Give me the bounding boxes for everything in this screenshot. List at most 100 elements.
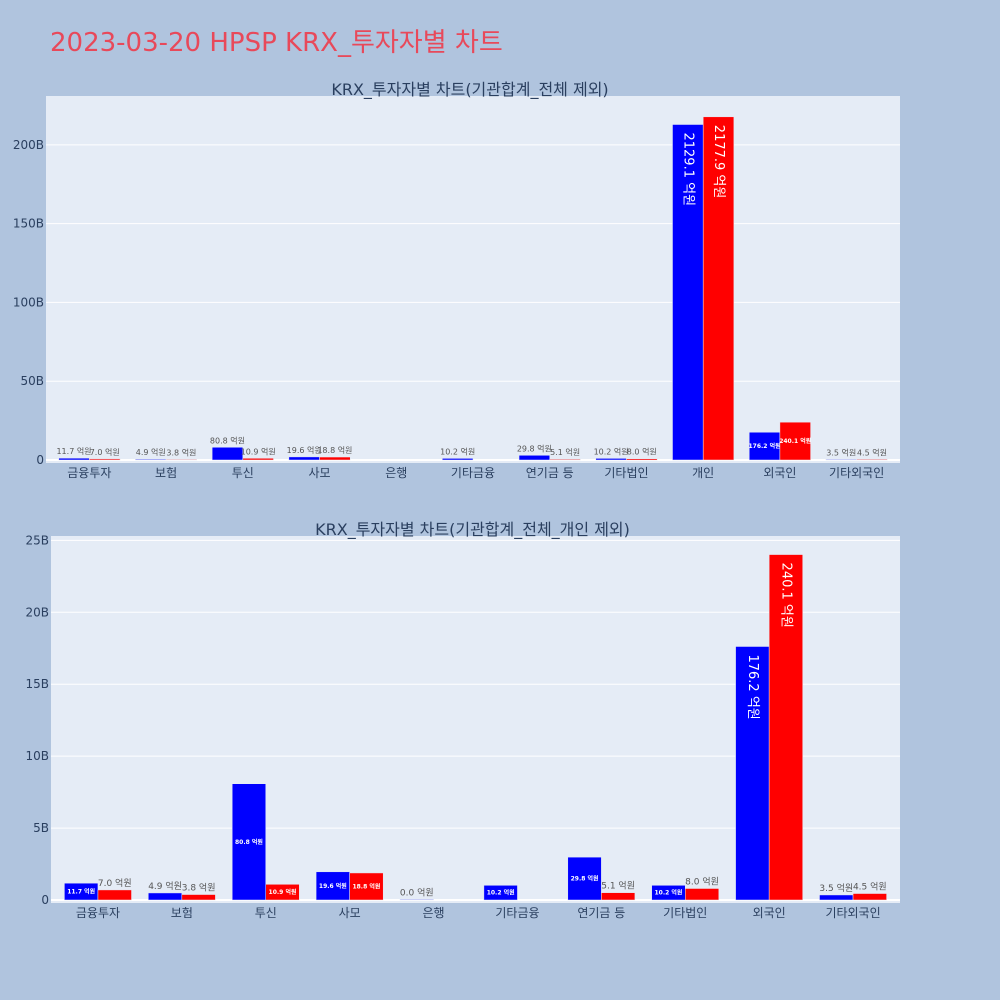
bar-red [779, 421, 811, 461]
bar-data-label: 3.8 억원 [182, 882, 216, 894]
y-tick-label: 50B [20, 374, 44, 388]
bar-blue [518, 455, 550, 461]
bar-data-label: 10.2 억원 [594, 446, 629, 456]
x-tick-label: 기타외국인 [829, 466, 884, 480]
bar-data-label: 10.2 억원 [487, 889, 515, 897]
bar-data-label: 3.5 억원 [826, 447, 856, 457]
x-tick-label: 개인 [692, 466, 714, 480]
bar-red [242, 458, 274, 461]
bar-data-label: 5.1 억원 [550, 447, 580, 457]
bar-data-label: 10.2 억원 [655, 889, 683, 897]
bar-blue [819, 894, 854, 901]
bar-red [685, 888, 720, 901]
bar-red [626, 458, 658, 461]
x-tick-label: 기타금융 [451, 466, 495, 480]
bar-blue [288, 456, 320, 461]
y-tick-label: 0 [41, 893, 49, 907]
bar-red [601, 892, 636, 901]
bar-red [702, 116, 735, 461]
bar-data-label: 8.0 억원 [627, 447, 657, 457]
x-tick-label: 기타금융 [495, 906, 539, 920]
bar-data-label: 19.6 억원 [287, 445, 322, 455]
bar-red [549, 458, 581, 461]
bar-data-label: 18.8 억원 [317, 445, 352, 455]
bar-red [97, 889, 132, 901]
y-tick-label: 0 [36, 453, 44, 467]
bar-blue [231, 783, 267, 901]
bar-data-label: 2129.1 억원 [680, 133, 695, 207]
bar-blue [211, 447, 244, 461]
bar-data-label: 7.0 억원 [90, 447, 120, 457]
x-tick-label: 외국인 [763, 466, 796, 480]
bar-blue [399, 899, 434, 901]
bar-red [181, 894, 216, 901]
bar-red [165, 459, 198, 461]
bar-blue [315, 871, 350, 901]
x-tick-label: 은행 [423, 905, 445, 920]
bar-red [89, 458, 121, 461]
bar-red [265, 884, 300, 901]
x-tick-label: 외국인 [753, 906, 786, 920]
bar-data-label: 11.7 억원 [56, 446, 91, 456]
bar-data-label: 240.1 억원 [778, 563, 793, 628]
bar-data-label: 29.8 억원 [571, 875, 599, 883]
bar-data-label: 80.8 억원 [235, 838, 263, 846]
bar-data-label: 2177.9 억원 [711, 125, 726, 199]
bar-red [319, 456, 351, 461]
bar-blue [825, 459, 857, 461]
bar-blue [483, 885, 518, 901]
bar-data-label: 176.2 억원 [745, 654, 760, 719]
bar-data-label: 7.0 억원 [98, 877, 132, 889]
x-tick-label: 투신 [255, 906, 277, 920]
bar-blue [748, 431, 781, 461]
bar-data-label: 176.2 억원 [749, 442, 781, 450]
bar-data-label: 8.0 억원 [685, 875, 719, 887]
bar-data-label: 4.9 억원 [136, 447, 166, 457]
y-tick-label: 15B [25, 677, 49, 691]
bar-data-label: 80.8 억원 [210, 435, 245, 445]
bar-blue [735, 646, 770, 901]
y-tick-label: 200B [13, 138, 44, 152]
bar-red [349, 872, 384, 901]
bar-data-label: 4.5 억원 [857, 447, 887, 457]
x-tick-label: 기타법인 [663, 906, 707, 920]
x-tick-label: 연기금 등 [526, 466, 574, 480]
bar-data-label: 10.9 억원 [241, 446, 276, 456]
bar-data-label: 4.5 억원 [853, 881, 887, 893]
bar-red [768, 554, 803, 901]
x-tick-label: 금융투자 [67, 466, 111, 480]
bar-data-label: 10.2 억원 [440, 446, 475, 456]
bar-red [852, 893, 887, 901]
x-tick-label: 기타외국인 [825, 906, 880, 920]
bar-blue [135, 458, 167, 461]
x-tick-label: 사모 [339, 906, 361, 920]
x-tick-label: 보험 [171, 906, 193, 920]
bar-blue [567, 856, 602, 901]
bar-data-label: 19.6 억원 [319, 882, 347, 890]
bar-data-label: 3.8 억원 [166, 447, 196, 457]
y-tick-label: 25B [25, 533, 49, 547]
plot-area-1 [46, 96, 900, 463]
page-title: 2023-03-20 HPSP KRX_투자자별 차트 [50, 28, 503, 58]
y-tick-label: 150B [13, 217, 44, 231]
y-tick-label: 5B [33, 821, 49, 835]
x-tick-label: 연기금 등 [577, 906, 625, 920]
bar-data-label: 11.7 억원 [67, 888, 95, 896]
bar-data-label: 18.8 억원 [352, 882, 380, 890]
bar-data-label: 240.1 억원 [779, 437, 811, 445]
x-tick-label: 기타법인 [604, 466, 648, 480]
bar-blue [672, 124, 704, 461]
bar-blue [58, 457, 90, 461]
bar-blue [595, 458, 627, 461]
y-tick-label: 100B [13, 295, 44, 309]
bar-data-label: 29.8 억원 [517, 443, 552, 453]
x-tick-label: 투신 [232, 466, 254, 480]
bar-data-label: 10.9 억원 [269, 888, 297, 896]
bar-data-label: 4.9 억원 [148, 880, 182, 892]
subplot-title-1: KRX_투자자별 차트(기관합계_전체 제외) [331, 80, 608, 100]
bar-data-label: 0.0 억원 [400, 886, 434, 898]
subplot-title-2: KRX_투자자별 차트(기관합계_전체_개인 제외) [315, 520, 630, 540]
bar-data-label: 5.1 억원 [601, 880, 635, 892]
x-tick-label: 금융투자 [76, 906, 120, 920]
